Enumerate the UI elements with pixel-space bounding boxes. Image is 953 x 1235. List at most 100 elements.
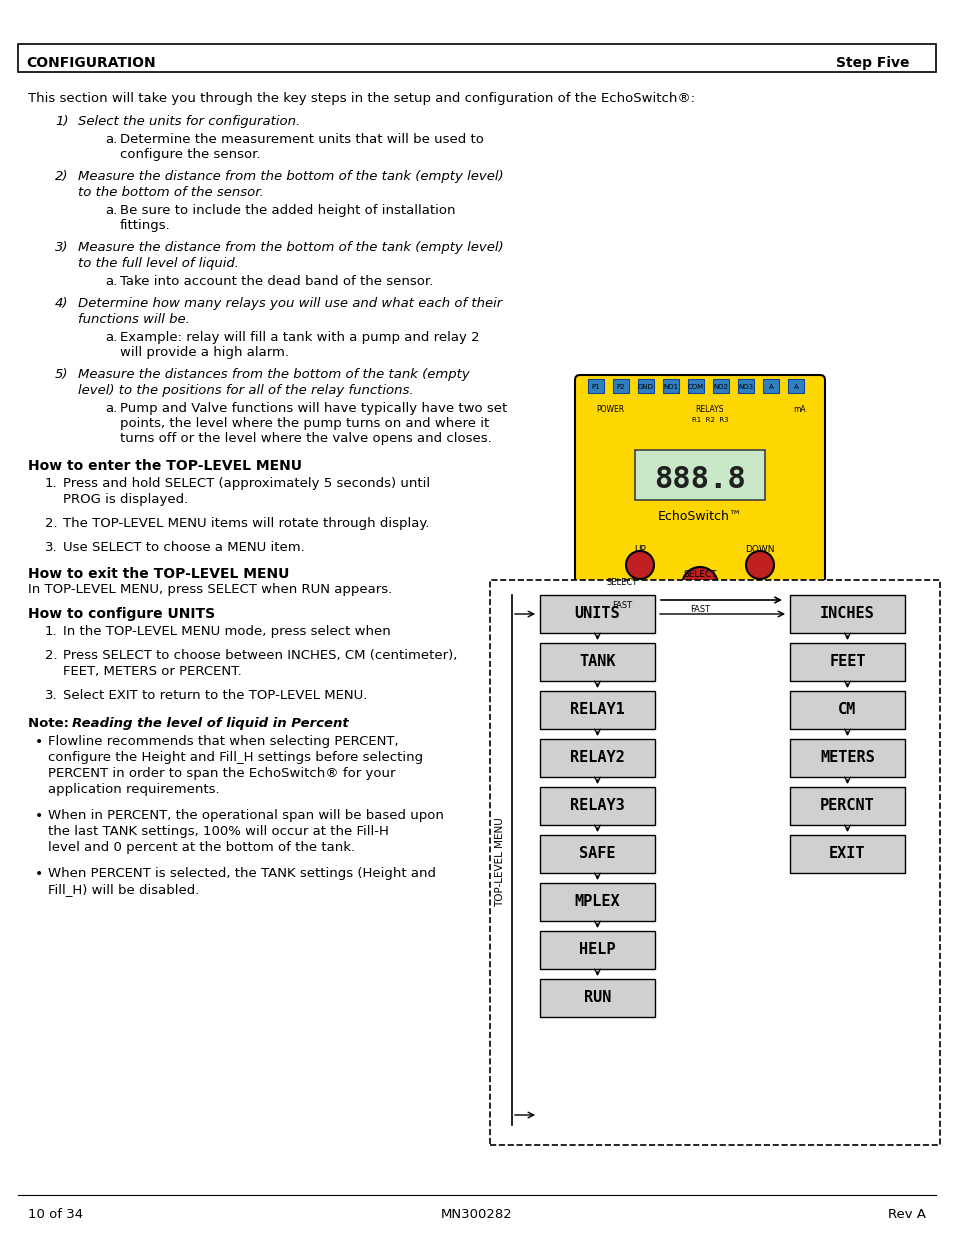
Text: a.: a.	[105, 331, 117, 345]
Bar	[539, 979, 655, 1016]
Text: MPLEX: MPLEX	[574, 894, 619, 909]
Bar	[789, 643, 904, 680]
Text: Be sure to include the added height of installation: Be sure to include the added height of i…	[120, 204, 455, 217]
Bar	[539, 595, 655, 634]
Text: 2.: 2.	[45, 650, 57, 662]
Text: RELAY3: RELAY3	[570, 799, 624, 814]
Text: The TOP-LEVEL MENU items will rotate through display.: The TOP-LEVEL MENU items will rotate thr…	[63, 517, 429, 530]
Text: POWER: POWER	[596, 405, 623, 414]
Text: METERS: METERS	[820, 751, 874, 766]
Text: EchoSwitch™: EchoSwitch™	[658, 510, 741, 522]
Text: 2): 2)	[55, 170, 69, 183]
Bar	[789, 739, 904, 777]
Text: FEET: FEET	[828, 655, 864, 669]
Text: PROG is displayed.: PROG is displayed.	[63, 493, 188, 506]
Text: UP: UP	[634, 545, 645, 555]
Text: Step Five: Step Five	[836, 56, 909, 70]
Bar	[539, 787, 655, 825]
Text: FAST: FAST	[689, 605, 709, 614]
Text: NO1: NO1	[662, 384, 678, 390]
Text: SELECT: SELECT	[682, 571, 716, 579]
Text: FEET, METERS or PERCENT.: FEET, METERS or PERCENT.	[63, 664, 241, 678]
Text: P1: P1	[591, 384, 599, 390]
Text: to the full level of liquid.: to the full level of liquid.	[78, 257, 239, 270]
Text: Flowline recommends that when selecting PERCENT,: Flowline recommends that when selecting …	[48, 735, 398, 748]
Text: SELECT: SELECT	[606, 578, 638, 587]
Text: 4): 4)	[55, 296, 69, 310]
Text: Measure the distance from the bottom of the tank (empty level): Measure the distance from the bottom of …	[78, 170, 503, 183]
Bar	[712, 379, 728, 393]
Text: functions will be.: functions will be.	[78, 312, 190, 326]
Text: NO3: NO3	[738, 384, 753, 390]
Text: •: •	[35, 867, 43, 881]
Text: a.: a.	[105, 403, 117, 415]
Text: SAFE: SAFE	[578, 846, 615, 862]
Text: 5): 5)	[55, 368, 69, 382]
Text: 2.: 2.	[45, 517, 57, 530]
Text: TOP-LEVEL MENU: TOP-LEVEL MENU	[495, 818, 504, 908]
Text: Rev A: Rev A	[887, 1208, 925, 1221]
Bar	[738, 379, 753, 393]
Text: 1): 1)	[55, 115, 69, 128]
Bar	[789, 692, 904, 729]
Text: a.: a.	[105, 275, 117, 288]
Text: UNITS: UNITS	[574, 606, 619, 621]
Bar	[789, 787, 904, 825]
Bar	[687, 379, 703, 393]
Bar	[789, 835, 904, 873]
Text: In the TOP-LEVEL MENU mode, press select when: In the TOP-LEVEL MENU mode, press select…	[63, 625, 391, 638]
Text: Fill_H) will be disabled.: Fill_H) will be disabled.	[48, 883, 199, 897]
Text: INCHES: INCHES	[820, 606, 874, 621]
Text: RUN: RUN	[583, 990, 611, 1005]
Circle shape	[745, 551, 773, 579]
Bar	[539, 692, 655, 729]
Text: 3.: 3.	[45, 541, 57, 555]
Text: COM: COM	[687, 384, 703, 390]
Text: level and 0 percent at the bottom of the tank.: level and 0 percent at the bottom of the…	[48, 841, 355, 853]
Text: How to configure UNITS: How to configure UNITS	[28, 606, 214, 621]
Text: turns off or the level where the valve opens and closes.: turns off or the level where the valve o…	[120, 432, 491, 445]
Text: •: •	[35, 809, 43, 823]
Bar	[662, 379, 679, 393]
Text: Select EXIT to return to the TOP-LEVEL MENU.: Select EXIT to return to the TOP-LEVEL M…	[63, 689, 367, 701]
Text: Determine the measurement units that will be used to: Determine the measurement units that wil…	[120, 133, 483, 146]
Text: NO2: NO2	[713, 384, 728, 390]
Text: level) to the positions for all of the relay functions.: level) to the positions for all of the r…	[78, 384, 414, 396]
Text: 1.: 1.	[45, 625, 57, 638]
Text: FAST: FAST	[612, 601, 632, 610]
Text: configure the Height and Fill_H settings before selecting: configure the Height and Fill_H settings…	[48, 751, 423, 764]
Text: Select the units for configuration.: Select the units for configuration.	[78, 115, 300, 128]
Bar	[635, 450, 764, 500]
Bar	[539, 643, 655, 680]
Bar	[18, 44, 935, 72]
Text: TANK: TANK	[578, 655, 615, 669]
Text: How to enter the TOP-LEVEL MENU: How to enter the TOP-LEVEL MENU	[28, 459, 302, 473]
Text: This section will take you through the key steps in the setup and configuration : This section will take you through the k…	[28, 91, 695, 105]
Text: EXIT: EXIT	[828, 846, 864, 862]
Text: RELAYS: RELAYS	[695, 405, 723, 414]
Text: HELP: HELP	[578, 942, 615, 957]
Bar	[539, 883, 655, 921]
Text: 888.8: 888.8	[654, 466, 745, 494]
Bar	[789, 595, 904, 634]
Text: 10 of 34: 10 of 34	[28, 1208, 83, 1221]
Text: will provide a high alarm.: will provide a high alarm.	[120, 346, 289, 359]
Text: to the bottom of the sensor.: to the bottom of the sensor.	[78, 186, 263, 199]
Text: MN300282: MN300282	[440, 1208, 513, 1221]
Text: the last TANK settings, 100% will occur at the Fill-H: the last TANK settings, 100% will occur …	[48, 825, 389, 839]
Bar	[539, 931, 655, 969]
Text: Note:: Note:	[28, 718, 78, 730]
Text: PERCNT: PERCNT	[820, 799, 874, 814]
Text: Measure the distances from the bottom of the tank (empty: Measure the distances from the bottom of…	[78, 368, 469, 382]
Bar	[539, 835, 655, 873]
Text: 3.: 3.	[45, 689, 57, 701]
Bar	[490, 580, 939, 1145]
Text: RELAY2: RELAY2	[570, 751, 624, 766]
Text: 3): 3)	[55, 241, 69, 254]
Bar	[762, 379, 779, 393]
Text: Pump and Valve functions will have typically have two set: Pump and Valve functions will have typic…	[120, 403, 507, 415]
Text: a.: a.	[105, 204, 117, 217]
Text: Take into account the dead band of the sensor.: Take into account the dead band of the s…	[120, 275, 433, 288]
Text: A: A	[768, 384, 773, 390]
Text: Example: relay will fill a tank with a pump and relay 2: Example: relay will fill a tank with a p…	[120, 331, 479, 345]
